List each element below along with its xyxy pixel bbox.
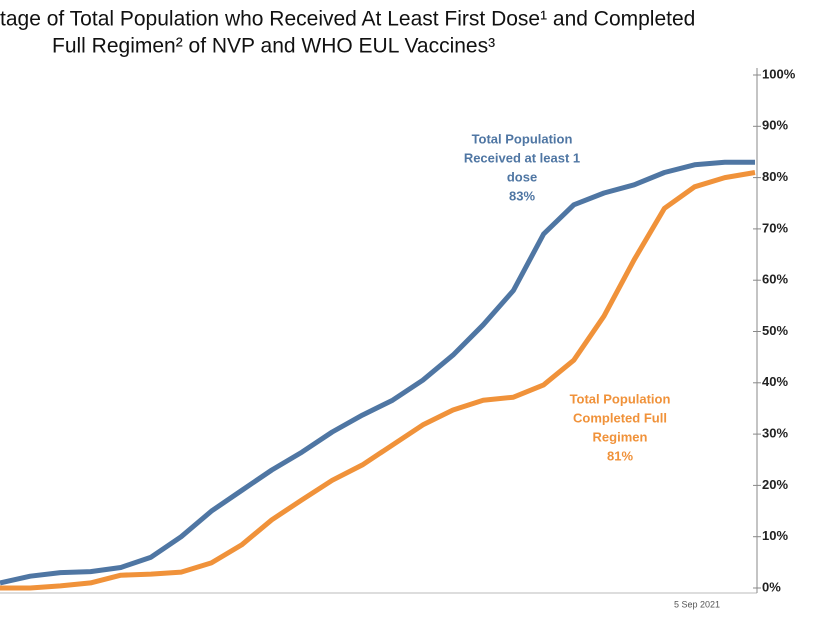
- y-tick-label: 60%: [762, 272, 788, 287]
- series-label: 83%: [509, 188, 535, 203]
- chart-title: tage of Total Population who Received At…: [0, 8, 695, 31]
- y-tick-label: 50%: [762, 323, 788, 338]
- y-tick-label: 90%: [762, 118, 788, 133]
- series-label: Regimen: [593, 429, 648, 444]
- series-label: dose: [507, 169, 537, 184]
- chart-title: Full Regimen² of NVP and WHO EUL Vaccine…: [52, 35, 495, 58]
- series-label: Total Population: [472, 131, 573, 146]
- y-tick-label: 80%: [762, 169, 788, 184]
- y-tick-label: 20%: [762, 477, 788, 492]
- y-tick-label: 100%: [762, 66, 796, 81]
- series-label: Total Population: [570, 391, 671, 406]
- y-tick-label: 0%: [762, 579, 781, 594]
- series-label: Completed Full: [573, 410, 667, 425]
- y-tick-label: 10%: [762, 528, 788, 543]
- series-line: [0, 159, 755, 586]
- y-tick-label: 30%: [762, 426, 788, 441]
- series-label: 81%: [607, 448, 633, 463]
- series-label: Received at least 1: [464, 150, 580, 165]
- series-line: [0, 170, 756, 591]
- y-tick-label: 70%: [762, 220, 788, 235]
- date-note: 5 Sep 2021: [674, 599, 720, 609]
- y-tick-label: 40%: [762, 374, 788, 389]
